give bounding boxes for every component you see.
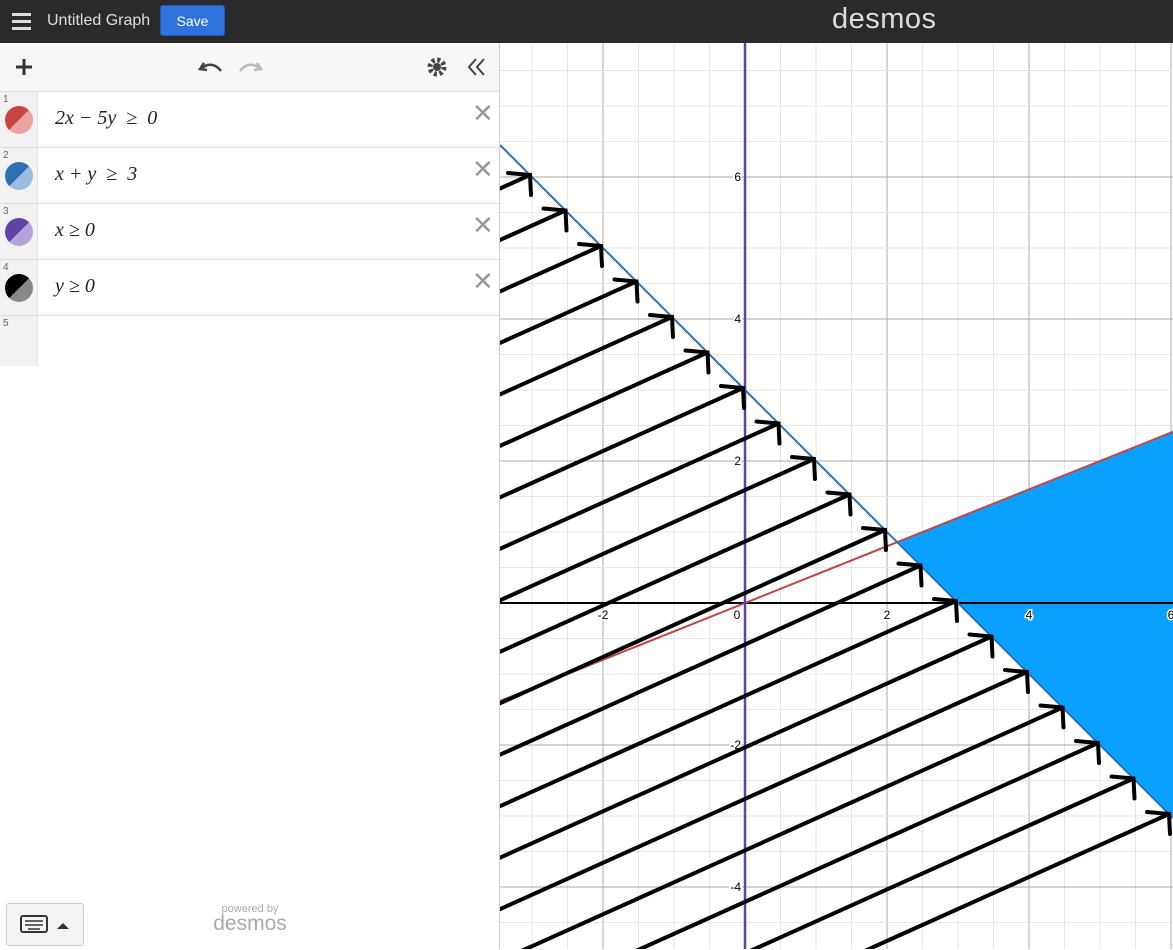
expression-list: 1 2x − 5y ≥ 0 ✕ 2 x + y ≥ 3 ✕ 3 x ≥ 0 ✕ 4 y ≥ 0 ✕ 5 <box>0 92 499 366</box>
annotation-arrow <box>500 634 994 860</box>
annotation-arrowhead <box>967 632 995 659</box>
annotation-arrowhead <box>754 419 782 446</box>
delete-button[interactable]: ✕ <box>472 154 494 184</box>
annotation-arrow <box>500 599 958 809</box>
red-line <box>500 430 1173 702</box>
annotation-arrowhead <box>719 384 746 410</box>
toolbar-icons <box>16 57 485 77</box>
save-button[interactable]: Save <box>160 5 225 36</box>
delete-button[interactable]: ✕ <box>472 210 494 240</box>
annotation-arrowhead <box>1109 774 1137 801</box>
expression-text[interactable]: y ≥ 0 <box>55 275 95 297</box>
x-axis-label: 4 <box>1026 608 1033 622</box>
annotation-arrowhead <box>506 171 533 197</box>
footer-logo: desmos <box>213 912 287 935</box>
row-number: 1 <box>3 94 9 105</box>
annotation-arrowhead <box>790 455 817 481</box>
expression-row[interactable]: 5 <box>0 316 499 366</box>
x-axis-label: 6 <box>1168 608 1173 622</box>
annotation-arrowhead <box>648 313 675 339</box>
redo-button[interactable] <box>239 62 264 72</box>
row-number: 2 <box>3 150 9 161</box>
annotation-arrow <box>500 670 1029 912</box>
expression-row[interactable]: 4 y ≥ 0 ✕ <box>0 260 499 316</box>
y-axis-label: -4 <box>730 880 741 894</box>
annotation-arrow <box>500 279 639 345</box>
annotation-arrow <box>500 315 674 397</box>
annotation-arrow <box>500 457 816 603</box>
powered-by-text: powered by <box>221 903 279 915</box>
color-icon[interactable] <box>5 218 33 246</box>
collapse-button[interactable] <box>467 58 485 76</box>
row-gutter: 5 <box>0 316 38 366</box>
row-number: 4 <box>3 262 9 273</box>
x-axis-label: -2 <box>598 608 609 622</box>
menu-button[interactable] <box>12 13 31 34</box>
annotation-arrow <box>500 492 852 654</box>
y-axis-label: 6 <box>734 170 741 184</box>
annotation-arrow <box>500 563 923 757</box>
annotation-arrowhead <box>612 277 640 304</box>
top-bar: Untitled Graph Save desmos <box>0 0 1173 43</box>
color-icon[interactable] <box>5 106 33 134</box>
annotation-arrowhead <box>825 490 853 517</box>
undo-button[interactable] <box>197 62 222 72</box>
expression-row[interactable]: 2 x + y ≥ 3 ✕ <box>0 148 499 204</box>
expression-row[interactable]: 1 2x − 5y ≥ 0 ✕ <box>0 92 499 148</box>
row-number: 5 <box>3 318 9 329</box>
color-icon[interactable] <box>5 274 33 302</box>
expression-panel: 1 2x − 5y ≥ 0 ✕ 2 x + y ≥ 3 ✕ 3 x ≥ 0 ✕ 4 y ≥ 0 ✕ 5 … <box>0 43 500 949</box>
add-button[interactable] <box>16 59 32 75</box>
annotation-arrowhead <box>1003 668 1030 694</box>
logo: desmos <box>832 3 937 35</box>
annotation-arrow <box>500 421 781 551</box>
annotation-arrowhead <box>1074 739 1101 765</box>
annotation-arrow <box>500 244 603 294</box>
delete-button[interactable]: ✕ <box>472 98 494 128</box>
expression-text[interactable]: x ≥ 0 <box>55 219 95 241</box>
annotation-arrowhead <box>1145 810 1172 836</box>
keyboard-icon <box>20 915 69 933</box>
annotation-arrowhead <box>896 561 924 588</box>
annotation-arrowhead <box>1038 703 1066 730</box>
annotation-arrow <box>500 386 745 500</box>
annotation-arrowhead <box>932 597 959 623</box>
y-axis-label: 4 <box>734 312 741 326</box>
row-gutter: 2 <box>0 148 38 203</box>
row-number: 3 <box>3 206 9 217</box>
toolbar <box>0 43 499 92</box>
annotation-arrowhead <box>861 526 888 552</box>
annotation-arrow <box>635 741 1100 949</box>
annotation-arrowhead <box>577 242 604 268</box>
annotation-arrow <box>500 208 568 242</box>
row-gutter: 4 <box>0 260 38 315</box>
shaded-region <box>897 431 1173 818</box>
annotation-arrow <box>500 350 710 448</box>
annotation-arrow <box>864 812 1171 949</box>
x-axis-label: 0 <box>734 608 741 622</box>
delete-button[interactable]: ✕ <box>472 266 494 296</box>
color-icon[interactable] <box>5 162 33 190</box>
row-gutter: 1 <box>0 92 38 147</box>
annotation-arrow <box>500 528 887 706</box>
annotation-arrow <box>500 173 532 191</box>
expression-row[interactable]: 3 x ≥ 0 ✕ <box>0 204 499 260</box>
expression-text[interactable]: x + y ≥ 3 <box>55 163 138 185</box>
annotation-arrowhead <box>683 348 711 375</box>
settings-button[interactable] <box>427 57 447 77</box>
settings-center <box>433 63 441 71</box>
x-axis-label: 2 <box>884 608 891 622</box>
graph-title[interactable]: Untitled Graph <box>47 12 151 29</box>
keyboard-button[interactable] <box>6 903 84 946</box>
expression-text[interactable]: 2x − 5y ≥ 0 <box>55 107 158 129</box>
y-axis-label: 2 <box>734 454 741 468</box>
annotation-arrow <box>749 776 1136 949</box>
powered-by: powered by desmos <box>210 903 290 936</box>
annotation-arrow <box>520 705 1065 949</box>
row-gutter: 3 <box>0 204 38 259</box>
annotation-arrowhead <box>541 206 569 233</box>
